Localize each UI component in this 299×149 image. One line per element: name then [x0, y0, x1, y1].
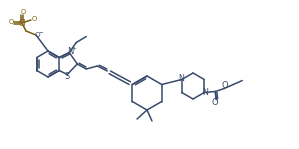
Text: O: O — [222, 81, 228, 90]
Text: S: S — [65, 72, 70, 81]
Text: O: O — [8, 19, 14, 25]
Text: O: O — [20, 9, 26, 15]
Text: O: O — [212, 98, 219, 107]
Text: O: O — [34, 32, 40, 38]
Text: Cl: Cl — [18, 18, 26, 28]
Text: N: N — [67, 47, 74, 56]
Text: O: O — [31, 16, 36, 22]
Text: N: N — [202, 88, 208, 97]
Text: N: N — [178, 74, 184, 83]
Text: −: − — [39, 30, 43, 35]
Text: +: + — [72, 46, 77, 51]
